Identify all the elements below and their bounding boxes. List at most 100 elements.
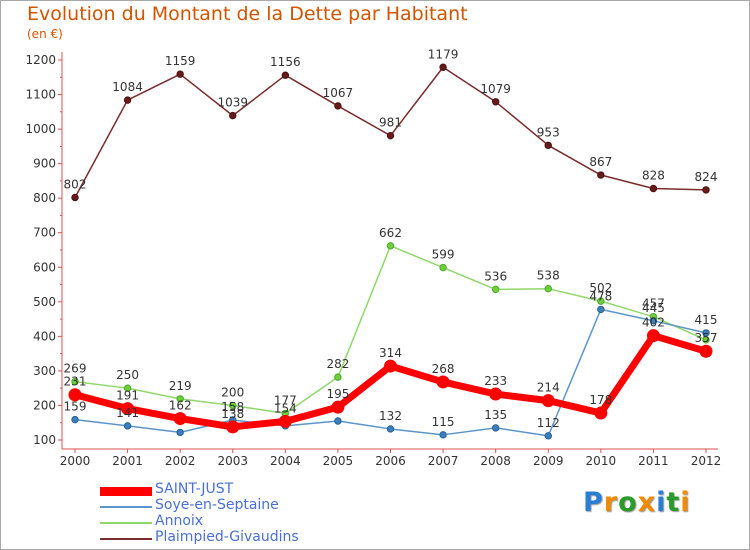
data-label: 112: [537, 416, 560, 430]
data-point: [544, 432, 552, 440]
x-tick-label: 2004: [270, 454, 301, 468]
data-label: 141: [116, 406, 139, 420]
data-point: [544, 284, 552, 293]
y-tick-label: 1200: [25, 53, 56, 67]
legend-swatch: [100, 506, 152, 508]
data-point: [334, 373, 342, 381]
data-point: [386, 131, 395, 140]
y-tick-label: 1100: [25, 88, 56, 102]
data-point: [439, 63, 447, 71]
data-label: 154: [274, 401, 297, 415]
logo-letter: x: [637, 487, 657, 518]
data-point: [278, 414, 292, 428]
x-tick-label: 2007: [428, 454, 459, 468]
data-point: [229, 401, 237, 410]
legend-item: Annoix: [100, 513, 420, 530]
data-label: 824: [695, 170, 718, 184]
data-label: 1067: [323, 86, 354, 100]
data-point: [121, 402, 135, 416]
data-label: 1179: [428, 47, 459, 61]
y-tick-label: 700: [33, 226, 56, 240]
data-point: [649, 184, 658, 193]
x-tick-label: 2010: [586, 454, 617, 468]
data-label: 1156: [270, 55, 301, 69]
data-point: [281, 71, 290, 79]
y-tick-label: 600: [33, 260, 56, 274]
x-tick-label: 2001: [112, 454, 143, 468]
y-tick-label: 900: [33, 157, 56, 171]
data-label: 282: [326, 357, 349, 371]
data-point: [123, 422, 132, 430]
y-tick-label: 300: [33, 364, 56, 378]
data-point: [594, 406, 608, 420]
data-label: 828: [642, 169, 665, 183]
data-point: [544, 141, 552, 150]
data-point: [439, 431, 447, 439]
data-label: 538: [537, 269, 560, 283]
data-label: 132: [379, 409, 402, 423]
data-label: 268: [432, 362, 455, 376]
data-label: 457: [642, 297, 665, 311]
logo-letter: i: [680, 487, 691, 518]
data-label: 357: [695, 331, 718, 345]
data-label: 231: [64, 375, 87, 389]
data-label: 200: [221, 385, 244, 399]
logo-letter: o: [618, 487, 638, 518]
chart-title: Evolution du Montant de la Dette par Hab…: [27, 3, 468, 25]
data-label: 269: [64, 362, 87, 376]
data-point: [491, 285, 500, 294]
x-tick-label: 2000: [60, 454, 91, 468]
legend-label: Soye-en-Septaine: [155, 497, 279, 513]
data-point: [702, 336, 710, 344]
data-label: 402: [642, 316, 665, 330]
data-label: 178: [589, 393, 612, 407]
logo-letter: r: [603, 487, 619, 518]
data-label: 478: [589, 289, 612, 303]
data-point: [334, 102, 342, 110]
legend-swatch: [100, 522, 152, 524]
x-tick-label: 2002: [165, 454, 196, 468]
legend-item: Plaimpied-Givaudins: [100, 529, 420, 546]
proxiti-logo: Proxiti: [583, 487, 691, 518]
data-label: 219: [169, 379, 192, 393]
x-tick-label: 2008: [480, 454, 511, 468]
data-point: [702, 329, 710, 337]
x-tick-label: 2012: [691, 454, 722, 468]
data-point: [597, 305, 605, 314]
data-label: 445: [642, 301, 665, 315]
data-point: [436, 375, 450, 389]
data-label: 981: [379, 116, 402, 130]
logo-letter: P: [583, 487, 604, 518]
data-point: [68, 388, 82, 402]
data-label: 162: [169, 399, 192, 413]
y-tick-label: 100: [33, 433, 56, 447]
data-label: 1039: [217, 96, 248, 110]
data-point: [71, 377, 79, 386]
data-point: [334, 417, 342, 425]
x-tick-label: 2006: [375, 454, 406, 468]
data-label: 233: [484, 374, 507, 388]
y-tick-label: 400: [33, 329, 56, 343]
data-label: 599: [432, 248, 455, 262]
data-label: 135: [484, 408, 507, 422]
data-point: [646, 329, 660, 343]
data-point: [702, 186, 710, 194]
data-point: [71, 193, 79, 202]
data-point: [331, 400, 345, 414]
data-point: [176, 428, 184, 437]
data-point: [491, 424, 500, 432]
data-label: 191: [116, 389, 139, 403]
logo-letter: t: [666, 487, 681, 518]
y-tick-label: 500: [33, 295, 56, 309]
data-label: 415: [695, 313, 718, 327]
data-label: 662: [379, 226, 402, 240]
data-label: 802: [64, 177, 87, 191]
data-label: 1079: [480, 82, 511, 96]
data-label: 214: [537, 381, 560, 395]
data-point: [386, 242, 395, 250]
data-label: 1159: [165, 54, 196, 68]
x-tick-label: 2009: [533, 454, 564, 468]
legend-label: Plaimpied-Givaudins: [155, 529, 299, 545]
